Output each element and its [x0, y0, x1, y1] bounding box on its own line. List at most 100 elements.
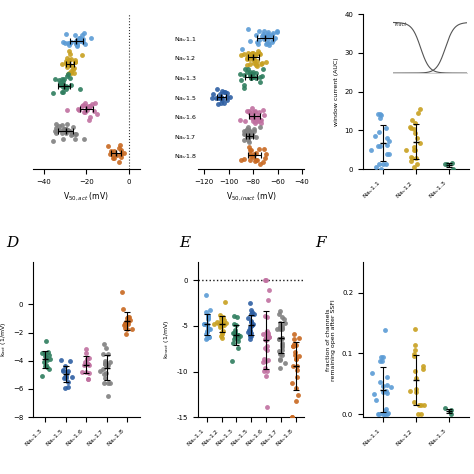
Point [123, 314, 131, 322]
Point [62, 372, 70, 380]
Point [255, 117, 263, 124]
Point [259, 330, 267, 337]
Point [246, 133, 254, 140]
Point [121, 324, 129, 331]
Point [262, 312, 269, 320]
Point [244, 314, 251, 322]
Point [100, 379, 108, 386]
Point [219, 315, 226, 322]
Point [247, 146, 255, 154]
Point [248, 130, 255, 138]
Point [243, 62, 251, 69]
Point [85, 361, 92, 369]
Point [258, 59, 266, 67]
Point [247, 74, 255, 82]
Point [205, 315, 212, 322]
Point [217, 311, 224, 319]
Point [61, 374, 68, 382]
Point [64, 127, 72, 134]
Point [232, 321, 240, 329]
Point [65, 41, 73, 49]
Point [383, 389, 391, 397]
Point [255, 115, 263, 123]
Point [110, 147, 118, 155]
Point [246, 71, 254, 78]
Point [263, 31, 271, 39]
Point [276, 355, 284, 362]
Point [121, 319, 129, 326]
Point [68, 373, 75, 381]
Point [381, 410, 389, 418]
Point [101, 359, 109, 367]
Point [206, 307, 213, 314]
Point [247, 74, 255, 82]
Point [205, 333, 213, 340]
Point [218, 334, 226, 342]
Point [109, 154, 117, 162]
Point [104, 379, 111, 387]
Point [246, 323, 254, 330]
Point [59, 367, 67, 375]
Point [243, 108, 250, 115]
Point [251, 157, 258, 165]
Point [253, 149, 260, 156]
Point [411, 129, 419, 137]
Point [247, 131, 255, 139]
Point [80, 36, 87, 43]
Point [293, 366, 301, 374]
Point [236, 70, 244, 78]
Point [205, 314, 212, 322]
Point [255, 36, 263, 44]
Point [282, 319, 289, 327]
Point [271, 34, 279, 42]
Point [248, 309, 255, 316]
Point [273, 27, 281, 35]
Point [123, 326, 130, 333]
Point [216, 323, 224, 331]
Point [87, 35, 95, 42]
Point [77, 85, 84, 93]
Point [246, 109, 254, 117]
Point [56, 79, 64, 87]
Point [262, 333, 269, 340]
Point [260, 32, 268, 39]
Point [383, 160, 390, 168]
Point [384, 409, 392, 416]
Point [290, 330, 298, 338]
Point [249, 73, 256, 81]
Point [246, 55, 254, 63]
Point [412, 374, 420, 382]
Point [447, 406, 455, 413]
Point [279, 324, 286, 332]
Point [237, 52, 245, 59]
Point [289, 413, 296, 420]
Point [374, 410, 382, 418]
Point [261, 32, 269, 40]
Point [243, 55, 251, 62]
Point [218, 317, 225, 325]
Point [251, 107, 259, 115]
Point [64, 378, 72, 385]
Y-axis label: k$_{inact}$ (1/mV): k$_{inact}$ (1/mV) [162, 320, 171, 359]
Point [230, 312, 238, 319]
Point [107, 147, 114, 155]
Point [64, 60, 71, 68]
Point [63, 55, 70, 62]
Point [240, 130, 248, 138]
Point [383, 382, 391, 389]
Point [263, 368, 271, 375]
Point [104, 143, 111, 150]
Point [410, 164, 418, 171]
Point [209, 94, 216, 102]
Point [252, 70, 260, 77]
Point [260, 30, 267, 38]
Point [237, 156, 245, 164]
Point [220, 322, 228, 329]
Text: A: A [28, 0, 39, 2]
Point [62, 374, 70, 382]
Point [124, 313, 132, 321]
Point [264, 356, 272, 364]
Point [61, 39, 68, 46]
Point [263, 372, 270, 380]
Point [113, 151, 120, 159]
